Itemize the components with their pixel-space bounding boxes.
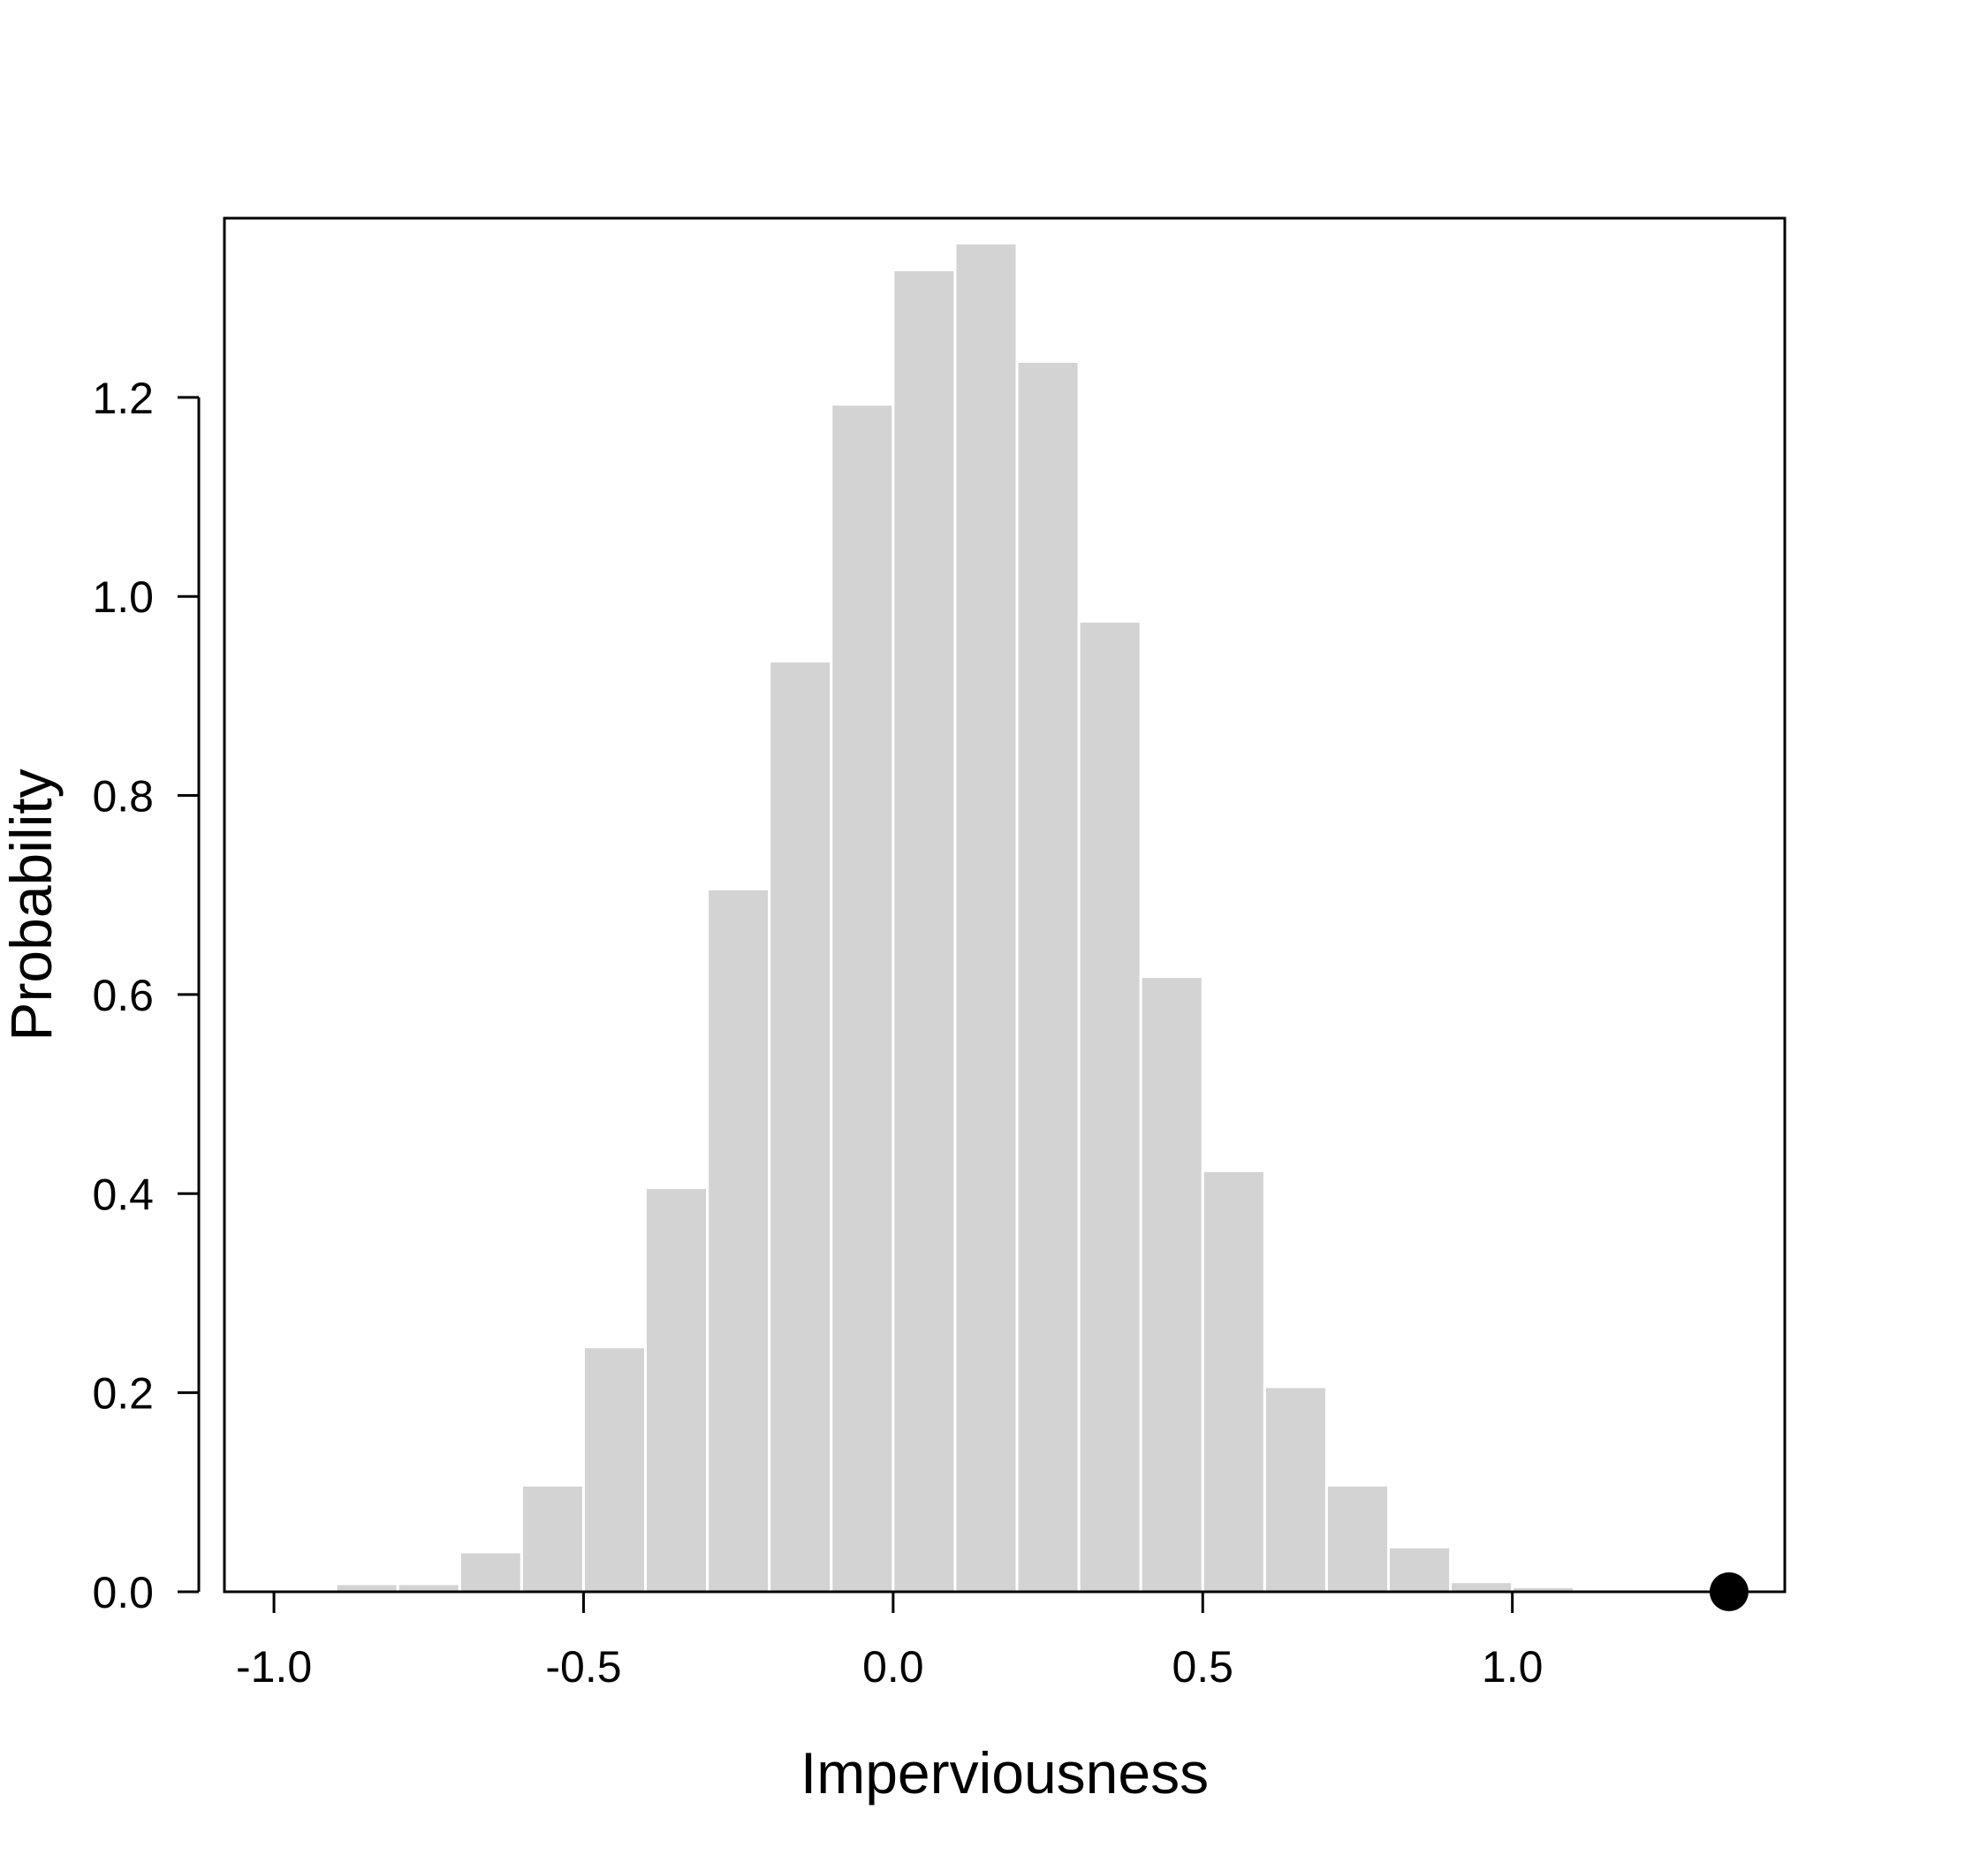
histogram-bar (768, 659, 833, 1594)
observed-value-point (1709, 1572, 1749, 1611)
y-axis: 0.0 0.2 0.4 0.6 0.8 1.0 1.2 (92, 374, 201, 1617)
y-tick-label: 1.0 (92, 572, 154, 622)
histogram-bar (458, 1550, 523, 1594)
histogram-bar (953, 241, 1019, 1594)
histogram-bar (1324, 1483, 1390, 1594)
y-tick-label: 0.4 (92, 1170, 154, 1219)
histogram-bar (644, 1186, 709, 1594)
y-tick-label: 0.0 (92, 1568, 154, 1617)
x-tick-label: -1.0 (236, 1642, 312, 1692)
histogram-bars (334, 241, 1638, 1594)
histogram-bar (706, 887, 771, 1594)
histogram-bar (581, 1345, 648, 1594)
y-tick-label: 1.2 (92, 374, 154, 423)
y-tick-label: 0.2 (92, 1369, 154, 1419)
histogram-bar (1077, 619, 1142, 1594)
histogram-bar (1015, 360, 1081, 1594)
histogram-bar (520, 1483, 585, 1594)
x-tick-label: 0.5 (1172, 1642, 1233, 1692)
histogram-bar (1139, 975, 1204, 1594)
histogram-bar (1449, 1580, 1514, 1594)
histogram-bar (1201, 1169, 1266, 1594)
x-tick-label: 0.0 (862, 1642, 924, 1692)
histogram-bar (1386, 1545, 1453, 1594)
x-axis-title: Imperviousness (801, 1740, 1209, 1806)
y-tick-label: 0.8 (92, 772, 154, 822)
y-tick-label: 0.6 (92, 971, 154, 1020)
x-axis: -1.0 -0.5 0.0 0.5 1.0 (236, 1590, 1544, 1692)
y-axis-title: Probability (0, 768, 64, 1041)
histogram-bar (1263, 1385, 1328, 1594)
x-tick-label: 1.0 (1482, 1642, 1544, 1692)
histogram-bar (892, 269, 957, 1594)
x-tick-label: -0.5 (545, 1642, 621, 1692)
histogram-bar (830, 403, 895, 1594)
